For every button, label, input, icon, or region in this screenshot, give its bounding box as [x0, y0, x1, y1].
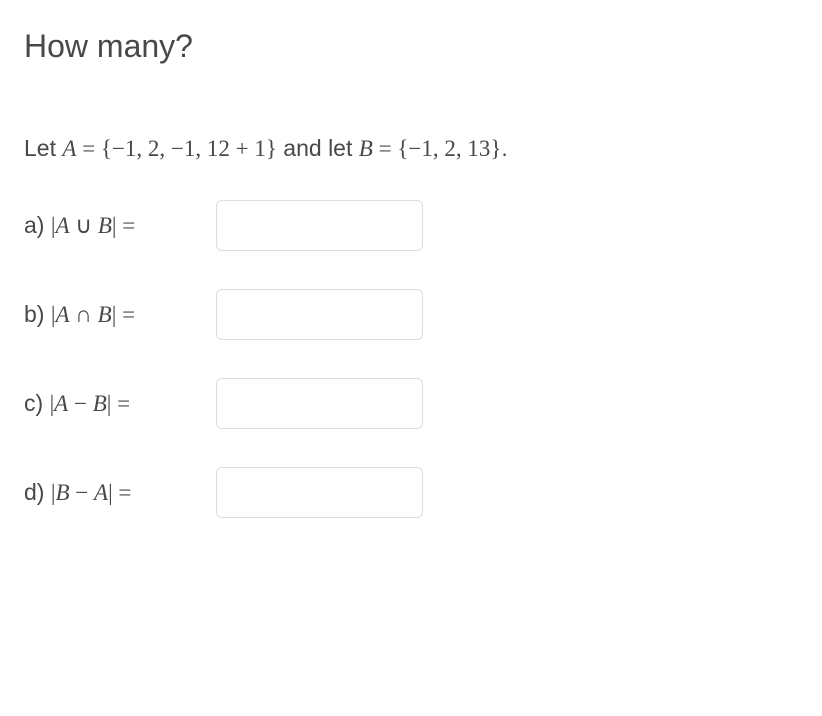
part-c-sym2: B: [93, 391, 107, 416]
part-b-op: ∩: [70, 302, 98, 327]
part-a-label: a) |A ∪ B| =: [24, 212, 194, 239]
question-title: How many?: [24, 28, 798, 65]
part-c-input[interactable]: [216, 378, 423, 429]
preamble-let: Let: [24, 135, 62, 161]
part-b-label: b) |A ∩ B| =: [24, 301, 194, 328]
preamble-and: and let: [277, 135, 359, 161]
part-c-label: c) |A − B| =: [24, 390, 194, 417]
part-a-eq: =: [117, 213, 136, 238]
part-c-row: c) |A − B| =: [24, 378, 798, 429]
part-b-row: b) |A ∩ B| =: [24, 289, 798, 340]
part-a-letter: a): [24, 212, 51, 238]
part-d-sym1: B: [55, 480, 69, 505]
part-a-input[interactable]: [216, 200, 423, 251]
preamble-eq-a: =: [76, 136, 100, 161]
part-d-label: d) |B − A| =: [24, 479, 194, 506]
preamble: Let A = {−1, 2, −1, 12 + 1} and let B = …: [24, 135, 798, 162]
part-a-op: ∪: [70, 213, 98, 238]
part-d-letter: d): [24, 479, 51, 505]
part-b-letter: b): [24, 301, 51, 327]
preamble-eq-b: =: [373, 136, 397, 161]
preamble-sym-a: A: [62, 136, 76, 161]
part-d-sym2: A: [94, 480, 108, 505]
part-b-input[interactable]: [216, 289, 423, 340]
part-d-eq: =: [113, 480, 132, 505]
part-a-sym2: B: [98, 213, 112, 238]
part-d-input[interactable]: [216, 467, 423, 518]
part-b-sym1: A: [55, 302, 69, 327]
part-a-row: a) |A ∪ B| =: [24, 200, 798, 251]
part-c-sym1: A: [54, 391, 68, 416]
part-b-sym2: B: [98, 302, 112, 327]
part-b-eq: =: [116, 302, 135, 327]
preamble-sym-b: B: [359, 136, 373, 161]
part-a-sym1: A: [55, 213, 69, 238]
part-c-op: −: [68, 391, 92, 416]
preamble-set-b: {−1, 2, 13}: [397, 136, 501, 161]
preamble-set-a: {−1, 2, −1, 12 + 1}: [101, 136, 277, 161]
part-c-letter: c): [24, 390, 50, 416]
preamble-period: .: [501, 135, 507, 161]
part-d-row: d) |B − A| =: [24, 467, 798, 518]
part-d-op: −: [70, 480, 94, 505]
part-c-eq: =: [111, 391, 130, 416]
